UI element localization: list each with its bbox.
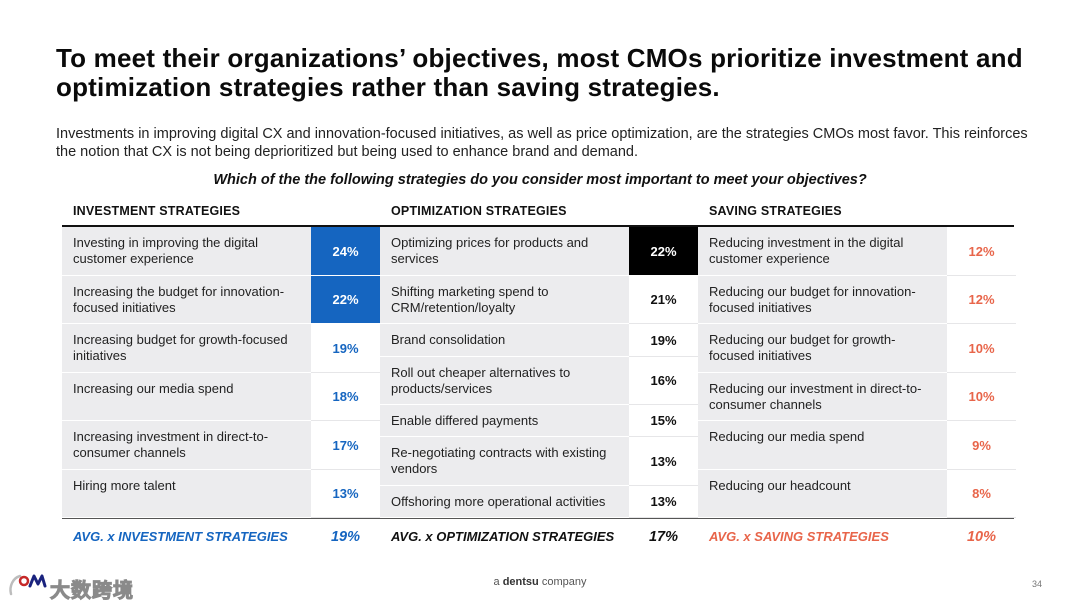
row-label: Shifting marketing spend to CRM/retentio…: [380, 276, 629, 324]
row-label: Increasing the budget for innovation-foc…: [62, 276, 311, 324]
investment-rows: Investing in improving the digital custo…: [62, 227, 380, 518]
table-row: Increasing the budget for innovation-foc…: [62, 276, 380, 324]
avg-label: AVG. x OPTIMIZATION STRATEGIES: [391, 529, 615, 544]
table-row: Reducing our budget for innovation-focus…: [698, 276, 1016, 324]
row-label: Roll out cheaper alternatives to product…: [380, 357, 629, 405]
row-value: 17%: [311, 421, 380, 470]
row-value: 16%: [629, 357, 698, 405]
row-value: 9%: [947, 421, 1016, 470]
column-header-investment: INVESTMENT STRATEGIES: [73, 204, 241, 218]
table-row: Reducing our investment in direct-to-con…: [698, 373, 1016, 421]
column-header-optimization: OPTIMIZATION STRATEGIES: [391, 204, 567, 218]
row-label: Brand consolidation: [380, 324, 629, 357]
table-row: Increasing our media spend 18%: [62, 373, 380, 421]
row-label: Re-negotiating contracts with existing v…: [380, 437, 629, 486]
row-value: 12%: [947, 227, 1016, 276]
row-value: 10%: [947, 324, 1016, 373]
header-divider: [62, 225, 1014, 227]
optimization-rows: Optimizing prices for products and servi…: [380, 227, 698, 518]
row-value: 19%: [629, 324, 698, 357]
optimization-strategies-column: OPTIMIZATION STRATEGIES Optimizing price…: [380, 198, 698, 518]
row-label: Reducing our media spend: [698, 421, 947, 470]
table-row: Shifting marketing spend to CRM/retentio…: [380, 276, 698, 324]
watermark-text: 大数跨境: [50, 578, 134, 603]
row-value: 22%: [311, 276, 380, 324]
investment-average: AVG. x INVESTMENT STRATEGIES 19%: [62, 528, 380, 546]
row-value: 12%: [947, 276, 1016, 324]
row-value: 15%: [629, 405, 698, 437]
table-row: Roll out cheaper alternatives to product…: [380, 357, 698, 405]
row-label: Hiring more talent: [62, 470, 311, 518]
row-label: Investing in improving the digital custo…: [62, 227, 311, 276]
table-row: Brand consolidation 19%: [380, 324, 698, 357]
row-value: 13%: [629, 437, 698, 486]
avg-value: 17%: [648, 529, 679, 545]
table-row: Offshoring more operational activities 1…: [380, 486, 698, 518]
page-number: 34: [1032, 579, 1043, 589]
avg-value: 19%: [330, 529, 361, 545]
column-header-saving: SAVING STRATEGIES: [709, 204, 842, 218]
footer-brand: a dentsu company: [0, 576, 1080, 588]
footer-prefix: a: [493, 576, 500, 588]
row-value: 18%: [311, 373, 380, 421]
row-value: 13%: [629, 486, 698, 518]
row-label: Reducing investment in the digital custo…: [698, 227, 947, 276]
row-value: 8%: [947, 470, 1016, 518]
table-row: Hiring more talent 13%: [62, 470, 380, 518]
saving-rows: Reducing investment in the digital custo…: [698, 227, 1016, 518]
row-label: Offshoring more operational activities: [380, 486, 629, 518]
footer-suffix: company: [541, 576, 587, 588]
row-value: 19%: [311, 324, 380, 373]
slide-subtitle: Investments in improving digital CX and …: [56, 126, 1028, 160]
row-label: Reducing our budget for growth-focused i…: [698, 324, 947, 373]
watermark: 大数跨境: [8, 570, 148, 603]
table-row: Reducing our media spend 9%: [698, 421, 1016, 470]
table-row: Reducing our headcount 8%: [698, 470, 1016, 518]
row-value: 21%: [629, 276, 698, 324]
row-value: 10%: [947, 373, 1016, 421]
row-value: 13%: [311, 470, 380, 518]
slide-title: To meet their organizations’ objectives,…: [56, 43, 1023, 102]
avg-label: AVG. x INVESTMENT STRATEGIES: [73, 529, 288, 544]
table-row: Increasing budget for growth-focused ini…: [62, 324, 380, 373]
table-row: Optimizing prices for products and servi…: [380, 227, 698, 276]
saving-strategies-column: SAVING STRATEGIES Reducing investment in…: [698, 198, 1016, 518]
table-row: Re-negotiating contracts with existing v…: [380, 437, 698, 486]
table-row: Reducing investment in the digital custo…: [698, 227, 1016, 276]
avg-label: AVG. x SAVING STRATEGIES: [709, 529, 889, 544]
table-row: Reducing our budget for growth-focused i…: [698, 324, 1016, 373]
investment-strategies-column: INVESTMENT STRATEGIES Investing in impro…: [62, 198, 380, 518]
row-label: Reducing our budget for innovation-focus…: [698, 276, 947, 324]
row-label: Increasing budget for growth-focused ini…: [62, 324, 311, 373]
row-value: 22%: [629, 227, 698, 276]
watermark-logo-icon: [9, 574, 47, 596]
row-label: Reducing our investment in direct-to-con…: [698, 373, 947, 421]
table-row: Investing in improving the digital custo…: [62, 227, 380, 276]
row-label: Increasing our media spend: [62, 373, 311, 421]
row-label: Optimizing prices for products and servi…: [380, 227, 629, 276]
row-label: Enable differed payments: [380, 405, 629, 437]
row-label: Reducing our headcount: [698, 470, 947, 518]
row-value: 24%: [311, 227, 380, 276]
saving-average: AVG. x SAVING STRATEGIES 10%: [698, 528, 1016, 546]
survey-question: Which of the the following strategies do…: [213, 172, 867, 188]
dentsu-logo: dentsu: [502, 576, 539, 588]
table-row: Enable differed payments 15%: [380, 405, 698, 437]
avg-value: 10%: [966, 529, 997, 545]
table-bottom-divider: [62, 518, 1014, 519]
table-row: Increasing investment in direct-to-consu…: [62, 421, 380, 470]
row-label: Increasing investment in direct-to-consu…: [62, 421, 311, 470]
optimization-average: AVG. x OPTIMIZATION STRATEGIES 17%: [380, 528, 698, 546]
